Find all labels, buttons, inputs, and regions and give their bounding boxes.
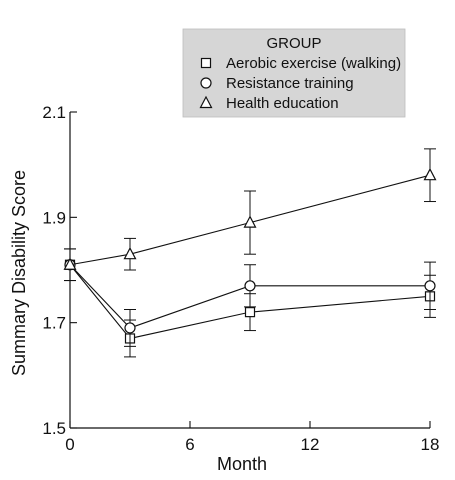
y-tick-label: 1.5 <box>42 419 66 438</box>
legend-label: Resistance training <box>226 75 354 92</box>
legend-marker-circle <box>200 77 212 89</box>
data-point-square <box>244 307 256 318</box>
series-triangle <box>63 148 437 282</box>
y-tick-label: 2.1 <box>42 103 66 122</box>
series-line <box>69 264 431 340</box>
axes-layer: 1.5 1.7 1.9 2.1 0 6 12 18 Month Summary Disabilit… <box>9 103 439 474</box>
x-tick-label: 6 <box>185 435 194 454</box>
data-point-triangle <box>63 257 77 270</box>
data-point-triangle <box>423 167 437 181</box>
y-axis-label: Summary Disability Score <box>9 170 29 376</box>
data-point-circle <box>124 322 136 334</box>
x-tick-label: 12 <box>301 435 320 454</box>
legend-box <box>182 28 406 118</box>
legend-label: Aerobic exercise (walking) <box>226 55 401 72</box>
series-circle <box>64 248 436 347</box>
y-tick-label: 1.9 <box>42 208 66 227</box>
legend-title: GROUP <box>266 35 321 52</box>
y-tick-label: 1.7 <box>42 314 66 333</box>
x-axis-label: Month <box>217 454 267 474</box>
data-point-circle <box>244 280 256 292</box>
series-layer <box>63 148 437 358</box>
data-point-circle <box>424 280 436 292</box>
series-line <box>69 174 431 266</box>
legend-label: Health education <box>226 95 339 112</box>
legend-marker-square <box>200 57 212 69</box>
legend: GROUP Aerobic exercise (walking) Resistanc… <box>182 28 406 118</box>
x-tick-label: 18 <box>421 435 440 454</box>
data-point-triangle <box>123 246 137 260</box>
x-tick-label: 0 <box>65 435 74 454</box>
series-line <box>69 264 430 329</box>
data-point-triangle <box>243 215 257 228</box>
legend-marker-triangle <box>199 95 213 109</box>
